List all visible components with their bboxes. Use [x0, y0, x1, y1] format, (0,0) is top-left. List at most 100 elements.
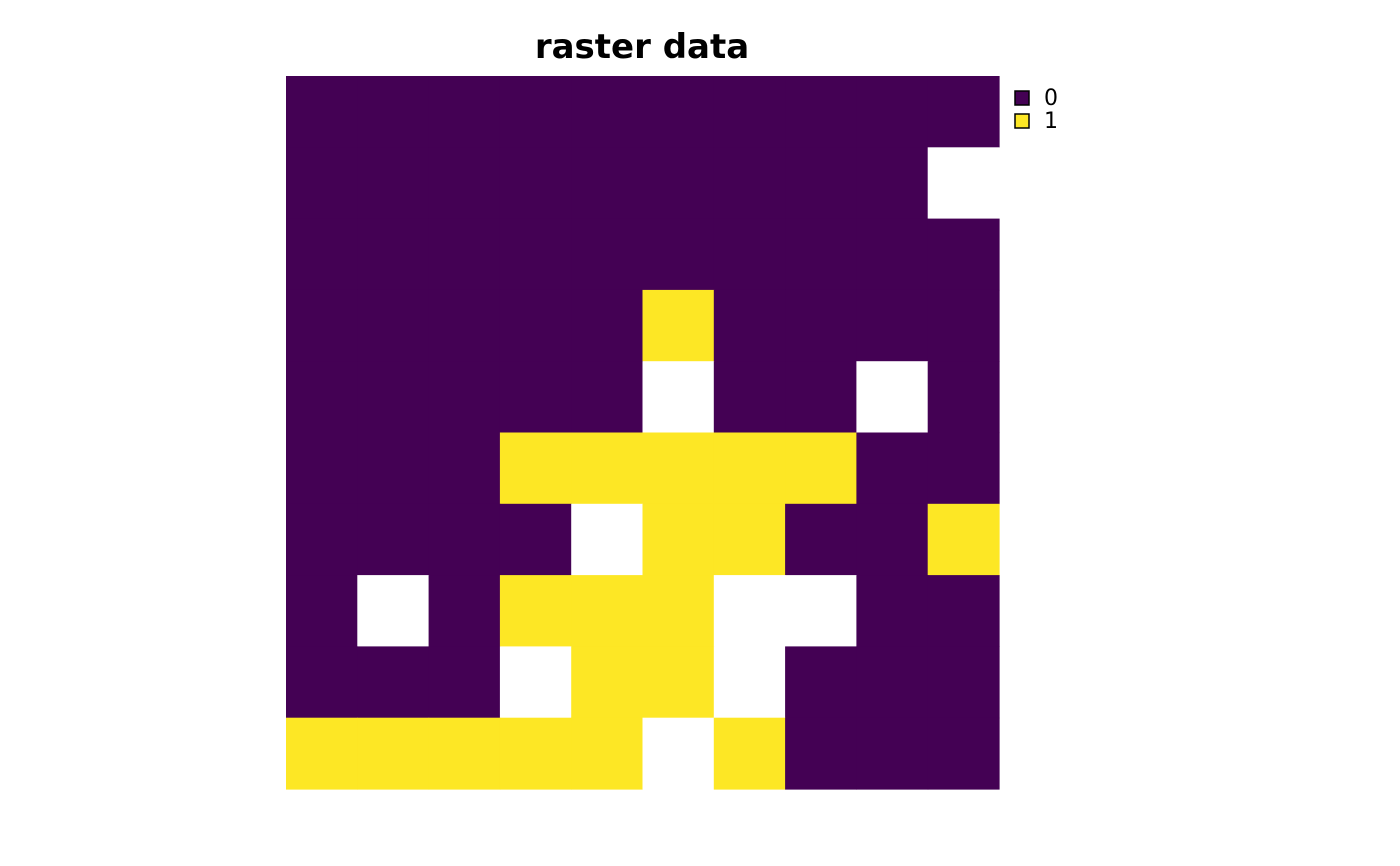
raster-cell-0	[286, 218, 358, 291]
raster-cell-1	[785, 432, 857, 505]
raster-cell-0	[856, 717, 929, 790]
raster-cell-missing	[713, 646, 786, 719]
legend-swatch-1	[1014, 113, 1030, 129]
raster-cell-0	[571, 218, 644, 291]
raster-cell-0	[785, 503, 857, 576]
raster-cell-missing	[642, 717, 715, 790]
raster-cell-0	[357, 432, 430, 505]
raster-cell-0	[642, 147, 715, 220]
raster-cell-1	[642, 575, 715, 647]
raster-cell-0	[927, 218, 1000, 291]
raster-cell-0	[856, 289, 929, 362]
raster-cell-1	[571, 717, 644, 790]
raster-cell-0	[642, 76, 715, 148]
raster-cell-1	[357, 717, 430, 790]
raster-cell-0	[713, 289, 786, 362]
legend-entry-0: 0	[1014, 86, 1058, 111]
raster-cell-missing	[499, 646, 572, 719]
raster-cell-0	[927, 361, 1000, 434]
raster-cell-1	[642, 646, 715, 719]
raster-cell-0	[713, 76, 786, 148]
raster-cell-0	[499, 76, 572, 148]
legend-label-0: 0	[1044, 86, 1058, 111]
raster-cell-0	[357, 503, 430, 576]
raster-cell-0	[357, 76, 430, 148]
raster-cell-1	[927, 503, 1000, 576]
raster-cell-0	[357, 646, 430, 719]
raster-cell-0	[428, 361, 501, 434]
raster-cell-0	[286, 646, 358, 719]
raster-cell-0	[499, 361, 572, 434]
raster-cell-0	[856, 147, 929, 220]
legend-label-1: 1	[1044, 109, 1058, 134]
raster-cell-0	[286, 76, 358, 148]
raster-cell-0	[428, 76, 501, 148]
raster-cell-0	[286, 575, 358, 647]
chart-title: raster data	[535, 27, 749, 67]
raster-cell-1	[713, 432, 786, 505]
raster-cell-0	[856, 575, 929, 647]
raster-cell-0	[286, 432, 358, 505]
raster-cell-0	[428, 218, 501, 291]
raster-cell-0	[428, 646, 501, 719]
raster-cell-0	[428, 147, 501, 220]
raster-cell-0	[571, 361, 644, 434]
raster-cell-0	[927, 717, 1000, 790]
raster-cell-1	[713, 717, 786, 790]
raster-cell-0	[785, 646, 857, 719]
raster-cell-1	[286, 717, 358, 790]
raster-cell-0	[785, 76, 857, 148]
legend: 01	[1014, 86, 1058, 134]
raster-cell-0	[571, 147, 644, 220]
raster-cell-1	[571, 575, 644, 647]
raster-cell-0	[856, 218, 929, 291]
raster-cell-1	[499, 432, 572, 505]
raster-cell-0	[785, 289, 857, 362]
raster-cell-0	[428, 432, 501, 505]
raster-cell-0	[856, 503, 929, 576]
raster-cell-0	[856, 76, 929, 148]
raster-cell-0	[785, 147, 857, 220]
raster-cell-0	[286, 361, 358, 434]
raster-cell-0	[428, 575, 501, 647]
raster-cell-1	[571, 432, 644, 505]
raster-cell-0	[927, 575, 1000, 647]
raster-cell-0	[785, 218, 857, 291]
raster-cell-1	[499, 717, 572, 790]
raster-cell-0	[571, 289, 644, 362]
raster-cell-0	[499, 503, 572, 576]
raster-cell-0	[286, 289, 358, 362]
raster-cell-missing	[713, 575, 786, 647]
raster-cell-1	[499, 575, 572, 647]
raster-cell-0	[357, 218, 430, 291]
raster-cell-0	[286, 503, 358, 576]
raster-cell-0	[357, 289, 430, 362]
raster-cells	[286, 76, 1000, 790]
raster-cell-1	[642, 432, 715, 505]
raster-cell-0	[357, 361, 430, 434]
raster-cell-1	[642, 289, 715, 362]
raster-cell-0	[357, 147, 430, 220]
raster-cell-0	[927, 289, 1000, 362]
raster-cell-0	[927, 646, 1000, 719]
raster-cell-missing	[357, 575, 430, 647]
raster-cell-0	[428, 289, 501, 362]
raster-cell-0	[713, 147, 786, 220]
raster-cell-missing	[856, 361, 929, 434]
raster-cell-0	[713, 218, 786, 291]
raster-cell-missing	[571, 503, 644, 576]
raster-cell-0	[927, 432, 1000, 505]
legend-entry-1: 1	[1014, 109, 1058, 134]
raster-cell-missing	[785, 575, 857, 647]
raster-cell-0	[571, 76, 644, 148]
raster-cell-1	[428, 717, 501, 790]
raster-cell-0	[499, 289, 572, 362]
raster-cell-0	[642, 218, 715, 291]
raster-cell-0	[713, 361, 786, 434]
raster-cell-0	[785, 361, 857, 434]
legend-swatch-0	[1014, 90, 1030, 106]
raster-cell-0	[499, 218, 572, 291]
raster-cell-0	[499, 147, 572, 220]
raster-cell-1	[642, 503, 715, 576]
